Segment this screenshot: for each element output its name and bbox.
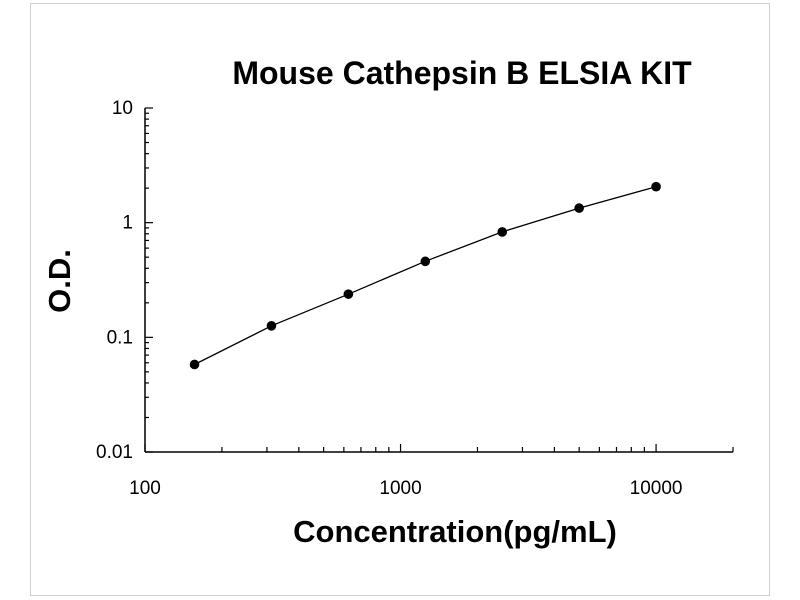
data-point bbox=[189, 359, 200, 370]
y-tick-label: 0.1 bbox=[107, 327, 133, 348]
y-tick-label: 10 bbox=[112, 98, 133, 119]
data-point bbox=[574, 203, 584, 213]
chart-frame bbox=[30, 3, 770, 596]
data-point bbox=[497, 227, 508, 237]
data-point bbox=[343, 289, 354, 299]
x-tick-label: 10000 bbox=[630, 478, 683, 499]
plot-area bbox=[189, 181, 661, 370]
axes: 0.01 0.1 1 10 100 1000 10000 bbox=[96, 98, 734, 499]
x-axis-title: Concentration(pg/mL) bbox=[293, 514, 617, 549]
data-point bbox=[651, 181, 661, 192]
y-tick-label: 0.01 bbox=[96, 442, 133, 463]
x-tick-label: 100 bbox=[129, 478, 161, 499]
data-point bbox=[420, 256, 431, 267]
y-tick-label: 1 bbox=[122, 213, 133, 234]
data-point bbox=[266, 321, 277, 331]
standard-curve-line bbox=[194, 186, 657, 366]
x-tick-label: 1000 bbox=[379, 478, 421, 499]
chart-title: Mouse Cathepsin B ELSIA KIT bbox=[232, 55, 692, 91]
y-axis-title: O.D. bbox=[42, 249, 77, 313]
